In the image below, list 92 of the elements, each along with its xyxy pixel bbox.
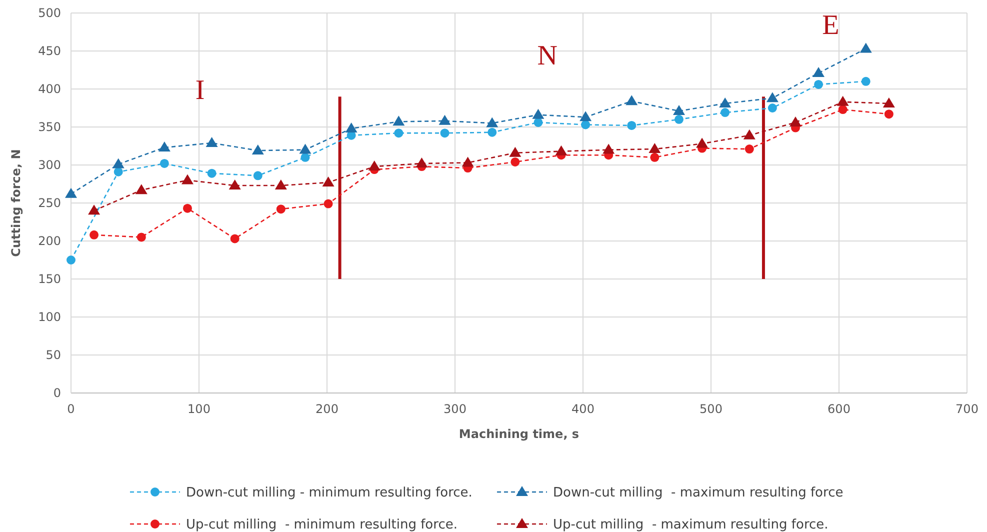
point [368, 160, 380, 171]
point [416, 157, 428, 168]
point [648, 143, 661, 154]
legend-label: Down-cut milling - maximum resulting force [553, 486, 844, 501]
y-tick-label: 50 [46, 348, 61, 362]
point [158, 142, 170, 152]
point [510, 157, 520, 166]
point [882, 97, 895, 108]
point [674, 114, 684, 124]
point [90, 230, 99, 240]
point [66, 256, 76, 264]
point [650, 152, 660, 162]
legend-label: Down-cut milling - minimum resulting force. [186, 486, 472, 501]
x-tick-label: 0 [67, 402, 75, 416]
point [488, 128, 497, 137]
point [394, 128, 404, 138]
point [534, 118, 543, 127]
point [486, 117, 498, 128]
x-tick-label: 700 [956, 402, 978, 416]
point [838, 105, 848, 114]
point [181, 174, 194, 184]
y-tick-label: 0 [53, 386, 61, 400]
y-tick-label: 400 [38, 82, 61, 96]
point [392, 116, 405, 126]
legend-label: Up-cut milling - minimum resulting force. [186, 518, 458, 532]
point [438, 114, 451, 125]
point [299, 144, 312, 154]
point [274, 180, 287, 190]
x-tick-label: 400 [572, 402, 594, 416]
point [322, 176, 334, 186]
x-tick-label: 600 [828, 402, 850, 416]
y-tick-label: 200 [38, 234, 61, 248]
point [65, 188, 77, 198]
point [440, 128, 450, 138]
y-tick-label: 150 [38, 272, 61, 286]
point [207, 168, 216, 178]
point [696, 138, 708, 148]
y-tick-label: 500 [38, 6, 61, 20]
point [789, 116, 802, 126]
point [673, 105, 685, 116]
point [814, 80, 824, 89]
point [112, 158, 124, 168]
x-tick-label: 100 [188, 402, 210, 416]
y-tick-label: 100 [38, 310, 61, 324]
y-tick-label: 300 [38, 158, 61, 172]
point [345, 122, 358, 133]
point [744, 144, 754, 154]
point [581, 120, 590, 130]
point [462, 156, 474, 167]
point [626, 95, 638, 106]
point [324, 199, 333, 208]
point [253, 171, 262, 180]
point [627, 120, 636, 130]
y-tick-label: 450 [38, 44, 61, 58]
point [509, 146, 522, 157]
x-tick-label: 300 [444, 402, 466, 416]
point [836, 96, 849, 106]
point [743, 129, 756, 140]
legend-label: Up-cut milling - maximum resulting force. [553, 518, 828, 532]
y-tick-label: 350 [38, 120, 61, 134]
point [276, 204, 286, 214]
point [182, 204, 192, 213]
point [532, 108, 544, 119]
point [300, 152, 310, 162]
point [860, 42, 872, 53]
point [861, 76, 870, 86]
point [602, 144, 615, 154]
annotation: I [195, 74, 205, 106]
y-tick-label: 250 [38, 196, 61, 210]
point [555, 145, 568, 156]
point [206, 136, 218, 147]
point [719, 97, 732, 108]
annotation: E [822, 10, 840, 42]
point [160, 158, 169, 168]
point [88, 204, 100, 215]
point [230, 234, 240, 244]
point [720, 108, 730, 118]
x-tick-label: 500 [700, 402, 722, 416]
point [135, 184, 148, 194]
x-tick-label: 200 [316, 402, 338, 416]
point [252, 144, 264, 155]
annotation: N [537, 40, 558, 72]
y-axis-title: Cutting force, N [9, 149, 23, 257]
point [884, 110, 894, 119]
point [768, 104, 777, 112]
point [228, 180, 241, 190]
point [766, 92, 778, 102]
x-axis-title: Machining time, s [458, 427, 580, 441]
point [136, 232, 146, 242]
point [812, 67, 825, 78]
point [114, 167, 123, 176]
point [580, 111, 592, 122]
